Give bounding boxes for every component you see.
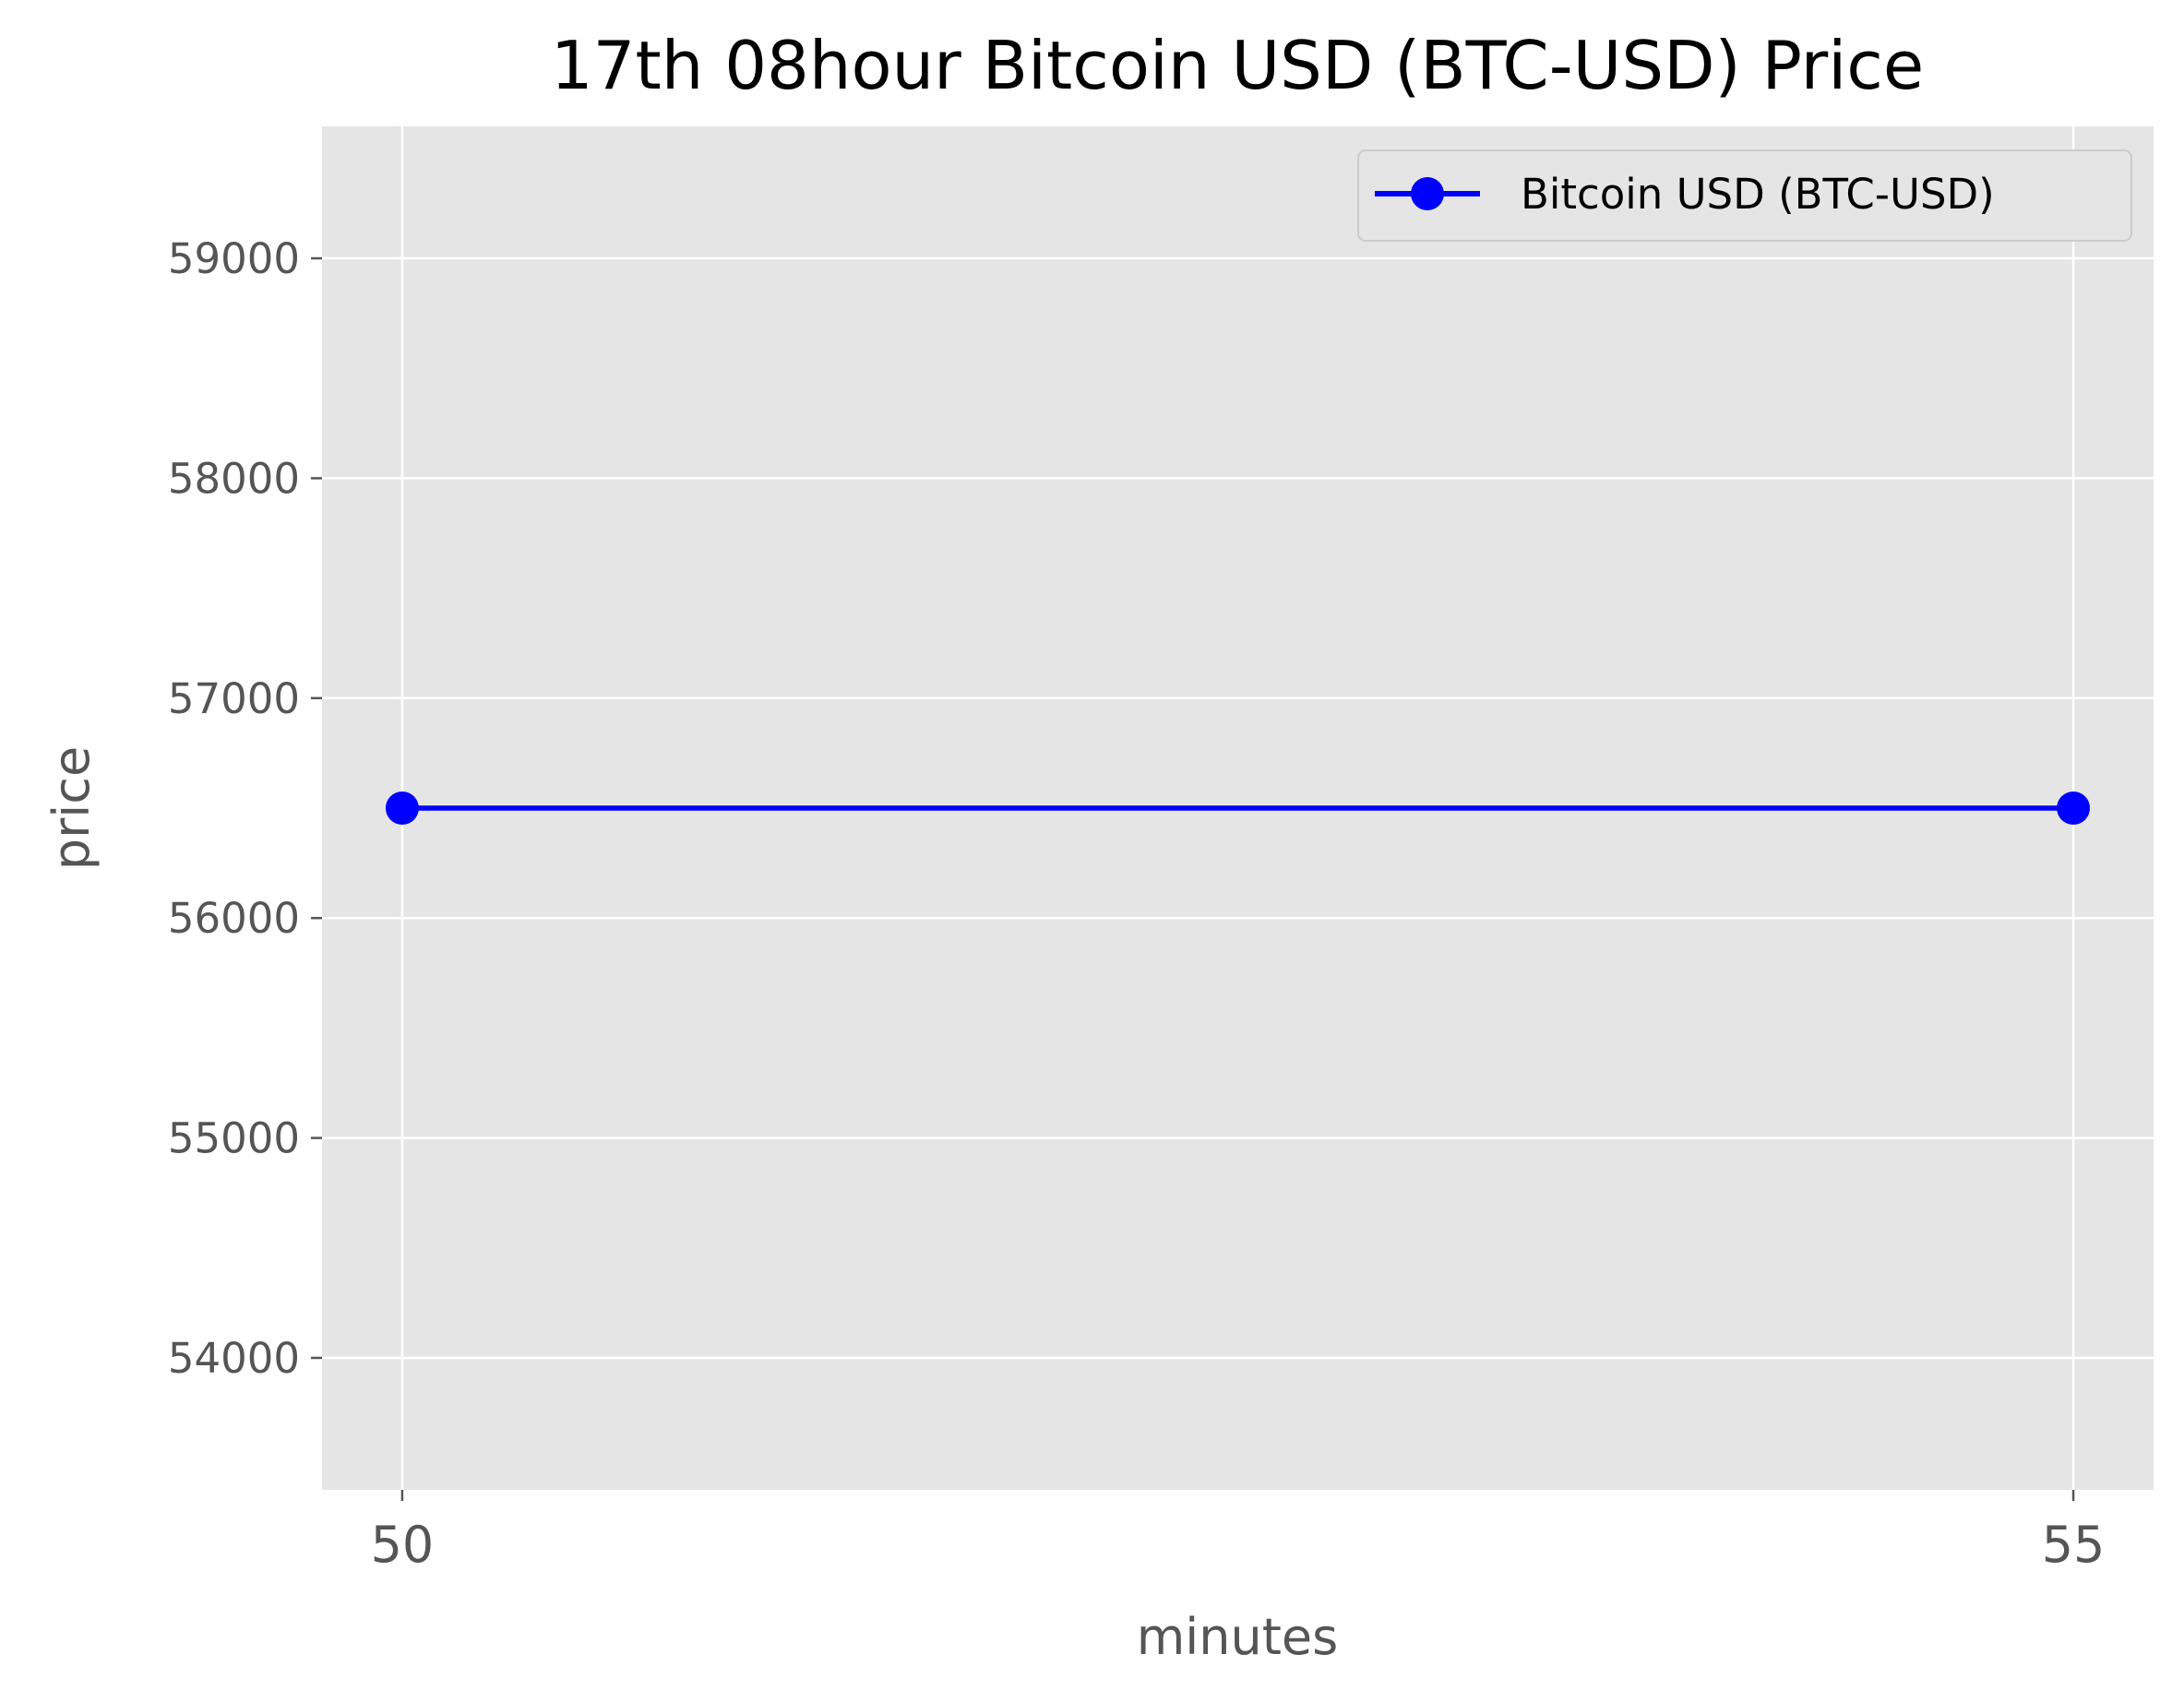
- grid: [322, 126, 2154, 1490]
- legend: Bitcoin USD (BTC-USD): [1357, 149, 2132, 242]
- series-0-point-0: [385, 791, 419, 825]
- y-axis-label: price: [42, 746, 101, 870]
- legend-label-series-0: Bitcoin USD (BTC-USD): [1521, 170, 1995, 219]
- y-tick-label: 58000: [168, 454, 300, 503]
- legend-box: [1357, 149, 2132, 242]
- x-tick-label: 55: [2042, 1516, 2106, 1574]
- chart-title: 17th 08hour Bitcoin USD (BTC-USD) Price: [551, 27, 1924, 104]
- x-tick-labels: 50 55: [371, 1516, 2106, 1574]
- series-0-point-1: [2057, 791, 2091, 825]
- series-group: [385, 791, 2091, 825]
- legend-marker-sample: [1411, 177, 1444, 210]
- x-axis-label: minutes: [1137, 1608, 1339, 1666]
- y-tick-labels: 54000 55000 56000 57000 58000 59000: [168, 234, 300, 1383]
- y-tick-label: 55000: [168, 1114, 300, 1163]
- y-tick-label: 57000: [168, 674, 300, 723]
- tick-marks: [311, 256, 2075, 1501]
- x-tick-label: 50: [371, 1516, 435, 1574]
- y-tick-label: 56000: [168, 894, 300, 943]
- y-tick-label: 59000: [168, 234, 300, 283]
- y-tick-label: 54000: [168, 1334, 300, 1383]
